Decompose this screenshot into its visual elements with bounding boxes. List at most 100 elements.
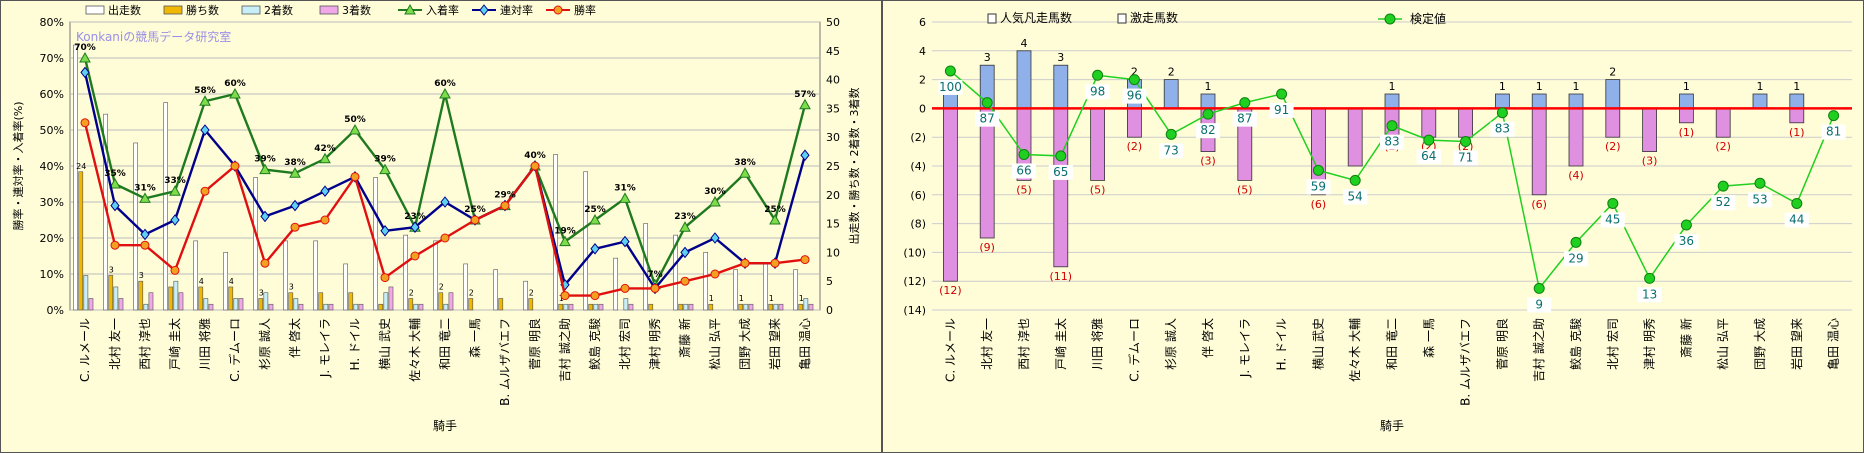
bar-激走馬数 (1789, 93, 1805, 109)
bar-2着数 (203, 298, 209, 311)
rate-label: 38% (284, 158, 306, 168)
x-tick-label: 亀田 温心 (798, 318, 812, 370)
bar-勝ち数 (558, 303, 564, 311)
wins-label: 3 (109, 265, 114, 274)
bar-勝ち数 (108, 275, 114, 311)
point-検定値 (1460, 136, 1472, 148)
test-label-bg (938, 79, 963, 95)
point-入着率 (289, 167, 301, 178)
y-tick-label: 30% (40, 196, 64, 209)
rate-label: 38% (734, 158, 756, 168)
x-tick-label: 北村 友一 (980, 318, 994, 370)
bar-勝ち数 (168, 286, 174, 311)
legend-marker (479, 4, 489, 16)
point-入着率 (109, 177, 121, 189)
y-tick-label: 60% (40, 88, 64, 101)
test-value-label: 9 (1535, 297, 1543, 311)
bar-出走数 (313, 240, 319, 311)
point-入着率 (589, 213, 601, 225)
x-tick-label: H. ドイル (1275, 318, 1289, 370)
wins-label: 1 (739, 294, 744, 303)
bar-激走馬数 (1053, 64, 1069, 109)
x-tick-label: 杉原 誠人 (258, 318, 272, 370)
bar-出走数 (643, 223, 648, 311)
test-label-bg (1269, 103, 1294, 118)
x-tick-label: B. ムルザバエフ (1459, 318, 1473, 406)
bar-3着数 (88, 298, 94, 311)
bar-出走数 (523, 280, 528, 311)
bar-2着数 (773, 303, 779, 311)
point-入着率 (79, 51, 91, 63)
point-連対率 (680, 246, 690, 259)
bar-3着数 (148, 292, 154, 311)
point-勝率 (770, 258, 780, 268)
point-勝率 (200, 186, 210, 196)
bar-2着数 (383, 292, 389, 311)
bar-出走数 (193, 240, 199, 311)
negative-label: (9) (979, 241, 995, 254)
x-tick-label: 岩田 望来 (1789, 318, 1804, 370)
bar-人気凡走馬数 (1090, 108, 1105, 181)
bar-勝ち数 (588, 303, 594, 311)
y2-tick-label: 50 (826, 16, 840, 29)
bar-勝ち数 (738, 303, 744, 311)
bar-勝ち数 (378, 303, 384, 311)
bar-激走馬数 (1568, 93, 1584, 109)
point-検定値 (1018, 148, 1030, 160)
test-label-bg (975, 111, 1000, 127)
x-tick-label: C. ルメール (943, 318, 957, 382)
bar-人気凡走馬数 (1531, 108, 1547, 196)
negative-label: (6) (1531, 198, 1547, 211)
test-value-label: 83 (1495, 122, 1510, 136)
negative-label: (2) (1605, 140, 1621, 153)
point-検定値 (1128, 74, 1140, 86)
rate-label: 23% (674, 212, 696, 222)
wins-label: 2 (409, 288, 414, 297)
bar-出走数 (583, 171, 588, 311)
bar-激走馬数 (1163, 79, 1179, 109)
rate-label: 25% (464, 205, 486, 215)
test-value-label: 29 (1568, 251, 1583, 265)
point-入着率 (439, 87, 451, 99)
bar-人気凡走馬数 (1679, 108, 1694, 124)
bar-3着数 (778, 303, 784, 311)
bar-3着数 (418, 303, 424, 311)
point-入着率 (229, 87, 241, 99)
x-tick-label: 横山 武史 (378, 318, 392, 370)
bar-出走数 (553, 154, 558, 311)
bar-3着数 (238, 298, 244, 311)
point-入着率 (559, 235, 571, 247)
x-tick-label: 鮫島 克駿 (587, 318, 602, 370)
test-value-label: 87 (980, 112, 995, 126)
bar-3着数 (388, 286, 394, 311)
point-検定値 (1312, 164, 1324, 176)
x-tick-label: 吉村 誠之助 (1532, 318, 1546, 382)
wins-label: 1 (769, 294, 774, 303)
jockey-test-chart: (14) (12) (10) (8) (6) (4) (2) 0 2 4 6 (12) (9) (5) (1… (882, 0, 1864, 453)
point-入着率 (199, 95, 211, 106)
test-label-bg (1085, 84, 1110, 100)
rate-label: 33% (164, 176, 186, 186)
chart-frame (882, 0, 1864, 453)
positive-label: 1 (1573, 80, 1580, 93)
x-axis-title: 騎手 (1380, 419, 1404, 433)
y2-tick-label: 20 (826, 189, 840, 202)
bar-3着数 (358, 303, 364, 311)
point-入着率 (679, 221, 691, 232)
negative-label: (3) (1642, 155, 1658, 168)
legend-label: 勝率 (574, 3, 596, 17)
bar-激走馬数 (943, 93, 958, 109)
point-入着率 (799, 98, 811, 110)
point-勝率 (530, 161, 540, 171)
bar-出走数 (493, 269, 499, 311)
point-勝率 (110, 240, 120, 250)
bar-2着数 (113, 286, 119, 311)
wins-label: 3 (289, 283, 294, 292)
legend-label: 2着数 (264, 3, 293, 17)
point-勝率 (620, 283, 630, 293)
point-連対率 (710, 232, 720, 244)
bar-勝ち数 (438, 292, 444, 311)
point-連対率 (410, 221, 420, 234)
y-tick-label: (12) (903, 275, 926, 288)
test-label-bg (1048, 164, 1073, 180)
